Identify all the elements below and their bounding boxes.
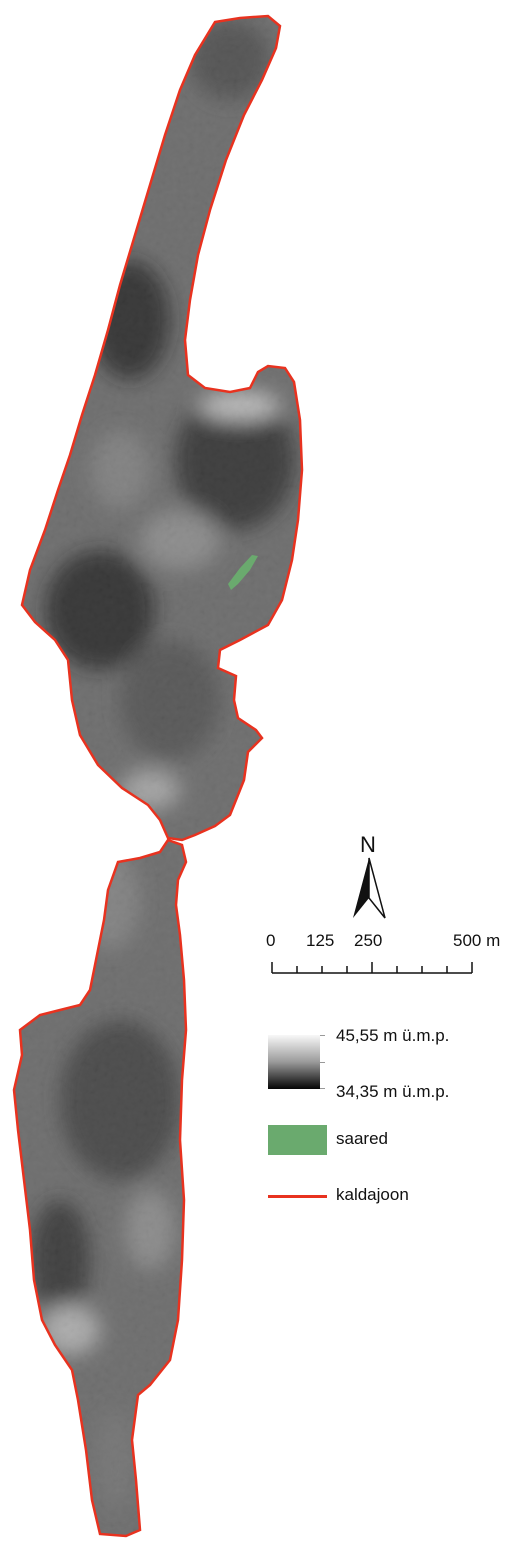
ramp-tick-top — [320, 1035, 325, 1036]
scale-label-125: 125 — [306, 931, 335, 950]
north-arrow-icon — [353, 857, 386, 919]
legend-elevation-min: 34,35 m ü.m.p. — [336, 1082, 450, 1101]
scale-bar — [271, 962, 473, 974]
scale-label-0: 0 — [266, 931, 276, 950]
legend-shoreline-swatch — [268, 1195, 327, 1198]
legend-elevation-max: 45,55 m ü.m.p. — [336, 1026, 450, 1045]
island-shape — [228, 555, 258, 590]
legend-island-swatch — [268, 1125, 327, 1155]
scale-label-500: 500 m — [453, 931, 501, 950]
elevation-color-ramp — [268, 1035, 320, 1089]
ramp-tick-bottom — [320, 1088, 325, 1089]
ramp-tick-mid — [320, 1062, 325, 1063]
scale-label-250: 250 — [354, 931, 383, 950]
north-arrow-label: N — [360, 832, 376, 857]
legend-shoreline-label: kaldajoon — [336, 1185, 409, 1204]
legend-islands-label: saared — [336, 1129, 388, 1148]
